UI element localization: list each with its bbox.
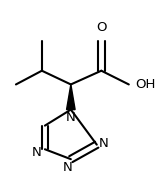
Text: N: N	[99, 137, 108, 150]
Text: N: N	[66, 111, 76, 124]
Text: O: O	[96, 21, 107, 34]
Text: N: N	[63, 161, 73, 174]
Text: OH: OH	[136, 78, 156, 91]
Text: N: N	[32, 146, 41, 159]
Polygon shape	[67, 84, 75, 110]
